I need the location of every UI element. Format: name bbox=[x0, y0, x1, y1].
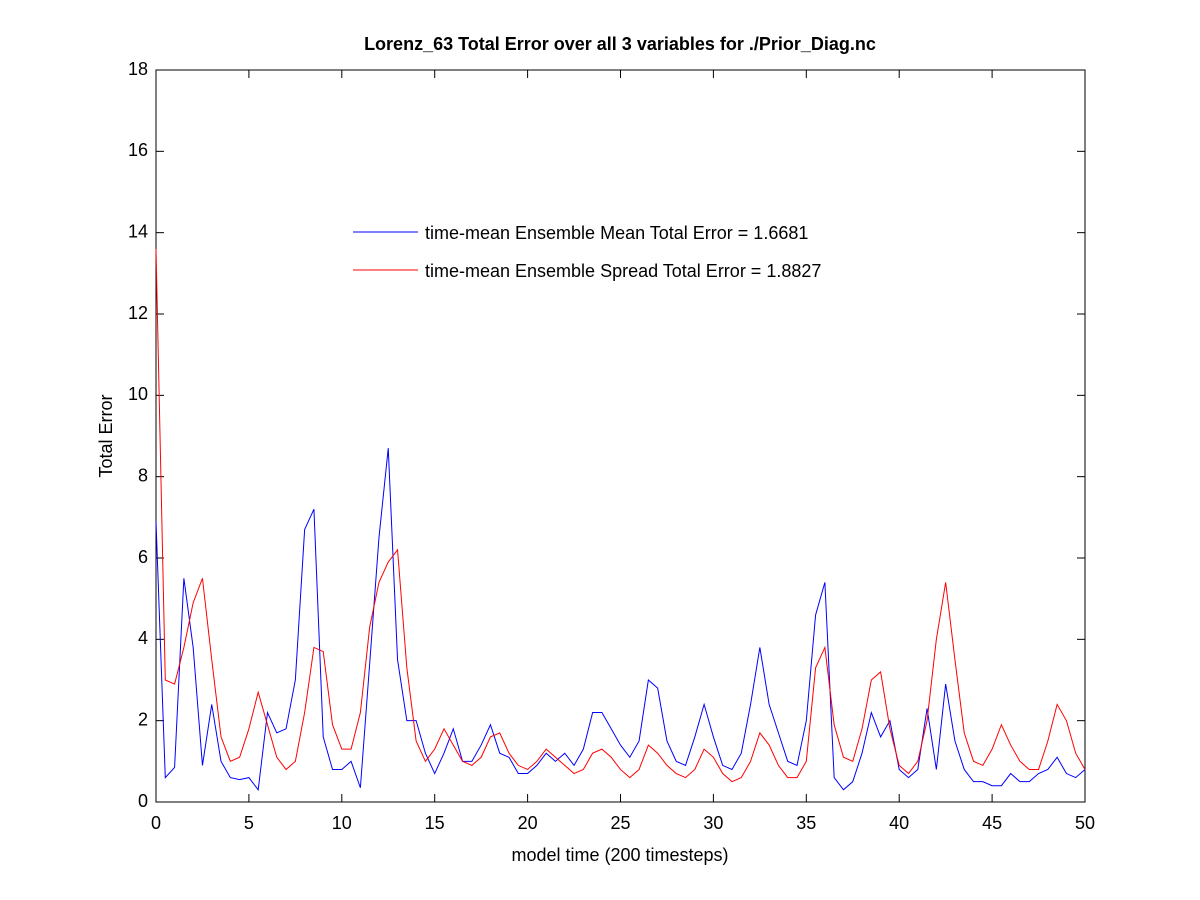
y-tick-label: 16 bbox=[128, 140, 148, 160]
y-tick-label: 4 bbox=[138, 628, 148, 648]
x-tick-label: 10 bbox=[332, 813, 352, 833]
x-tick-label: 50 bbox=[1075, 813, 1095, 833]
plot-frame bbox=[155, 69, 1086, 803]
y-tick-label: 0 bbox=[138, 791, 148, 811]
x-tick-label: 40 bbox=[889, 813, 909, 833]
y-tick-label: 18 bbox=[128, 59, 148, 79]
data-line bbox=[155, 248, 1086, 783]
data-line bbox=[155, 448, 1086, 792]
x-tick-label: 25 bbox=[610, 813, 630, 833]
y-tick-label: 6 bbox=[138, 547, 148, 567]
y-tick-label: 14 bbox=[128, 221, 148, 241]
y-tick-label: 2 bbox=[138, 709, 148, 729]
x-tick-label: 35 bbox=[796, 813, 816, 833]
x-tick-label: 20 bbox=[518, 813, 538, 833]
x-tick-label: 0 bbox=[151, 813, 161, 833]
legend-label: time-mean Ensemble Mean Total Error = 1.… bbox=[425, 223, 808, 243]
y-tick-label: 10 bbox=[128, 384, 148, 404]
x-tick-label: 30 bbox=[703, 813, 723, 833]
legend-label: time-mean Ensemble Spread Total Error = … bbox=[425, 261, 821, 281]
x-tick-label: 15 bbox=[425, 813, 445, 833]
x-axis-label: model time (200 timesteps) bbox=[511, 845, 728, 865]
y-axis-label: Total Error bbox=[96, 394, 116, 477]
chart-title: Lorenz_63 Total Error over all 3 variabl… bbox=[364, 34, 876, 54]
y-tick-label: 12 bbox=[128, 303, 148, 323]
y-tick-label: 8 bbox=[138, 465, 148, 485]
x-tick-label: 5 bbox=[244, 813, 254, 833]
x-tick-label: 45 bbox=[982, 813, 1002, 833]
